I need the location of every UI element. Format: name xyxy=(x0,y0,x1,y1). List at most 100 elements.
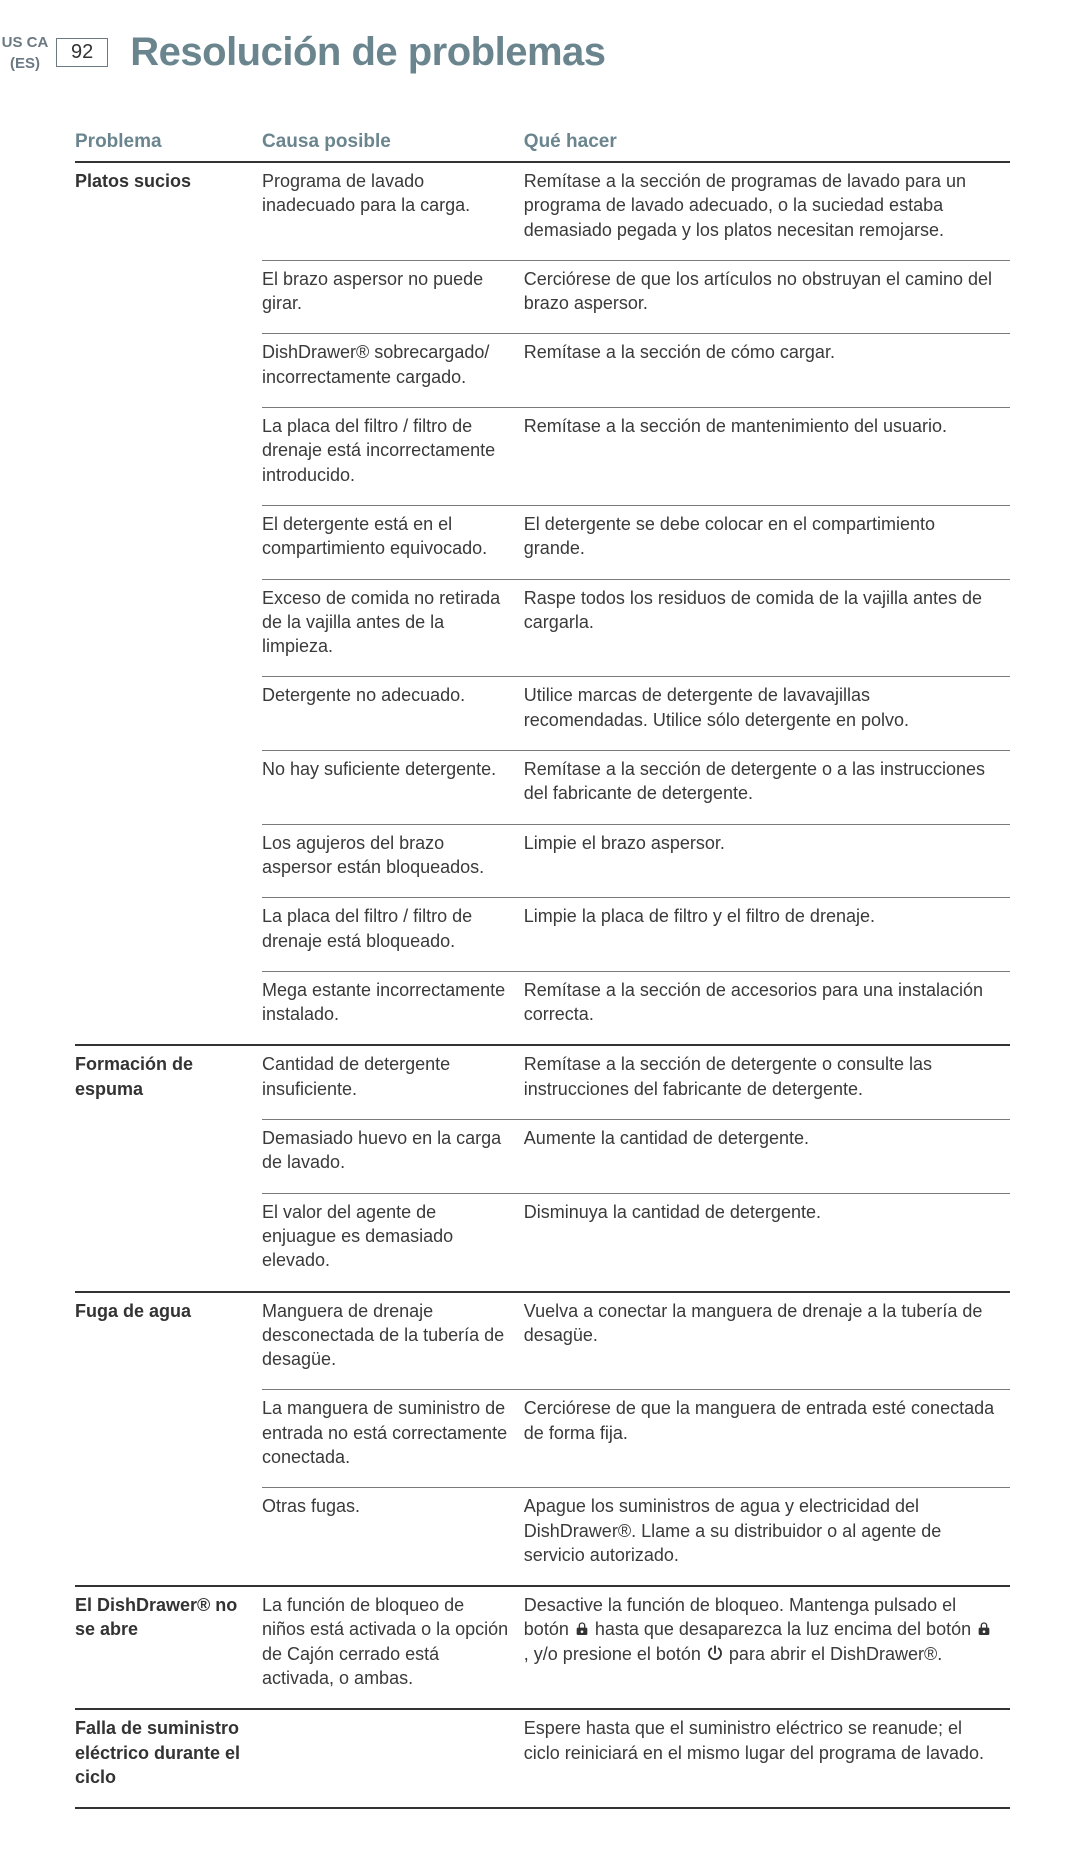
row-separator xyxy=(75,248,1010,261)
row-separator xyxy=(75,321,1010,334)
problem-separator xyxy=(75,1032,1010,1045)
cell-action: Limpie el brazo aspersor. xyxy=(524,824,1010,885)
page-title: Resolución de problemas xyxy=(130,30,605,75)
table-row: La placa del filtro / filtro de drenaje … xyxy=(75,898,1010,959)
cell-action: Remítase a la sección de detergente o co… xyxy=(524,1045,1010,1107)
locale-line2: (ES) xyxy=(10,53,40,74)
cell-action: Espere hasta que el suministro eléctrico… xyxy=(524,1709,1010,1795)
cell-problem: Falla de suministro eléctrico durante el… xyxy=(75,1709,262,1795)
problem-label: Fuga de agua xyxy=(75,1301,191,1321)
cell-action: Utilice marcas de detergente de lavavaji… xyxy=(524,677,1010,738)
row-separator xyxy=(75,664,1010,677)
row-separator xyxy=(75,1181,1010,1194)
cell-problem xyxy=(75,677,262,738)
cell-problem xyxy=(75,1193,262,1278)
cell-problem xyxy=(75,334,262,395)
cell-problem xyxy=(75,1390,262,1475)
cell-cause: El brazo aspersor no puede girar. xyxy=(262,260,524,321)
table-row: El detergente está en el compartimiento … xyxy=(75,505,1010,566)
table-header-row: Problema Causa posible Qué hacer xyxy=(75,125,1010,162)
cell-cause: El detergente está en el compartimiento … xyxy=(262,505,524,566)
table-row: Detergente no adecuado.Utilice marcas de… xyxy=(75,677,1010,738)
cell-action: Raspe todos los residuos de comida de la… xyxy=(524,579,1010,664)
problem-label: Formación de espuma xyxy=(75,1054,193,1098)
table-body: Platos sucios Programa de lavado inadecua… xyxy=(75,162,1010,1808)
cell-cause: Cantidad de detergente insuficiente. xyxy=(262,1045,524,1107)
row-separator xyxy=(75,738,1010,751)
cell-problem xyxy=(75,824,262,885)
table-row: Formación de espuma Cantidad de detergent… xyxy=(75,1045,1010,1107)
row-separator xyxy=(75,812,1010,825)
row-separator xyxy=(75,493,1010,506)
cell-problem: Formación de espuma xyxy=(75,1045,262,1107)
table-row: Exceso de comida no retirada de la vajil… xyxy=(75,579,1010,664)
cell-cause: Los agujeros del brazo aspersor están bl… xyxy=(262,824,524,885)
troubleshooting-table: Problema Causa posible Qué hacer Platos … xyxy=(75,125,1010,1809)
col-header-action: Qué hacer xyxy=(524,125,1010,162)
problem-separator xyxy=(75,1696,1010,1709)
cell-cause: Mega estante incorrectamente instalado. xyxy=(262,971,524,1032)
problem-separator xyxy=(75,1795,1010,1808)
cell-cause: Otras fugas. xyxy=(262,1488,524,1573)
page-number: 92 xyxy=(71,41,93,63)
cell-problem xyxy=(75,971,262,1032)
cell-cause: El valor del agente de enjuague es demas… xyxy=(262,1193,524,1278)
cell-cause: No hay suficiente detergente. xyxy=(262,751,524,812)
row-separator xyxy=(75,567,1010,580)
lock-icon xyxy=(574,1621,590,1637)
table-row: Platos sucios Programa de lavado inadecua… xyxy=(75,162,1010,248)
cell-cause: Programa de lavado inadecuado para la ca… xyxy=(262,162,524,248)
table-row: Mega estante incorrectamente instalado.R… xyxy=(75,971,1010,1032)
cell-action: Remítase a la sección de cómo cargar. xyxy=(524,334,1010,395)
page-header: US CA (ES) 92 Resolución de problemas xyxy=(0,0,1080,75)
cell-action: El detergente se debe colocar en el comp… xyxy=(524,505,1010,566)
cell-cause: Exceso de comida no retirada de la vajil… xyxy=(262,579,524,664)
cell-action: Desactive la función de bloqueo. Manteng… xyxy=(524,1586,1010,1696)
table-row: Fuga de agua Manguera de drenaje desconec… xyxy=(75,1292,1010,1378)
table-row: Los agujeros del brazo aspersor están bl… xyxy=(75,824,1010,885)
cell-cause: La placa del filtro / filtro de drenaje … xyxy=(262,408,524,493)
row-separator xyxy=(75,1377,1010,1390)
problem-separator xyxy=(75,1573,1010,1586)
cell-problem xyxy=(75,408,262,493)
table-row: El brazo aspersor no puede girar.Cerciór… xyxy=(75,260,1010,321)
row-separator xyxy=(75,395,1010,408)
table-row: No hay suficiente detergente.Remítase a … xyxy=(75,751,1010,812)
cell-action: Aumente la cantidad de detergente. xyxy=(524,1120,1010,1181)
problem-label: Platos sucios xyxy=(75,171,191,191)
cell-problem xyxy=(75,1488,262,1573)
table-row: El DishDrawer® no se abre La función de b… xyxy=(75,1586,1010,1696)
cell-cause: Detergente no adecuado. xyxy=(262,677,524,738)
cell-cause: La placa del filtro / filtro de drenaje … xyxy=(262,898,524,959)
cell-action: Remítase a la sección de accesorios para… xyxy=(524,971,1010,1032)
problem-label: El DishDrawer® no se abre xyxy=(75,1595,237,1639)
cell-problem xyxy=(75,898,262,959)
row-separator xyxy=(75,959,1010,972)
cell-problem: Fuga de agua xyxy=(75,1292,262,1378)
cell-problem xyxy=(75,751,262,812)
col-header-problem: Problema xyxy=(75,125,262,162)
cell-cause: DishDrawer® sobrecargado/ incorrectament… xyxy=(262,334,524,395)
table-row: DishDrawer® sobrecargado/ incorrectament… xyxy=(75,334,1010,395)
problem-separator xyxy=(75,1279,1010,1292)
page-root: US CA (ES) 92 Resolución de problemas Pr… xyxy=(0,0,1080,1849)
row-separator xyxy=(75,1475,1010,1488)
cell-problem: El DishDrawer® no se abre xyxy=(75,1586,262,1696)
cell-action: Cerciórese de que la manguera de entrada… xyxy=(524,1390,1010,1475)
table-row: Demasiado huevo en la carga de lavado.Au… xyxy=(75,1120,1010,1181)
cell-action: Cerciórese de que los artículos no obstr… xyxy=(524,260,1010,321)
cell-cause: La manguera de suministro de entrada no … xyxy=(262,1390,524,1475)
cell-cause: Manguera de drenaje desconectada de la t… xyxy=(262,1292,524,1378)
power-icon xyxy=(706,1644,724,1662)
locale-line1: US CA xyxy=(2,32,49,53)
cell-cause: Demasiado huevo en la carga de lavado. xyxy=(262,1120,524,1181)
table-row: La placa del filtro / filtro de drenaje … xyxy=(75,408,1010,493)
table-row: Falla de suministro eléctrico durante el… xyxy=(75,1709,1010,1795)
cell-problem: Platos sucios xyxy=(75,162,262,248)
lock-icon xyxy=(976,1621,992,1637)
page-number-box: 92 xyxy=(56,38,108,67)
cell-action: Vuelva a conectar la manguera de drenaje… xyxy=(524,1292,1010,1378)
cell-problem xyxy=(75,260,262,321)
cell-action: Remítase a la sección de programas de la… xyxy=(524,162,1010,248)
cell-cause: La función de bloqueo de niños está acti… xyxy=(262,1586,524,1696)
